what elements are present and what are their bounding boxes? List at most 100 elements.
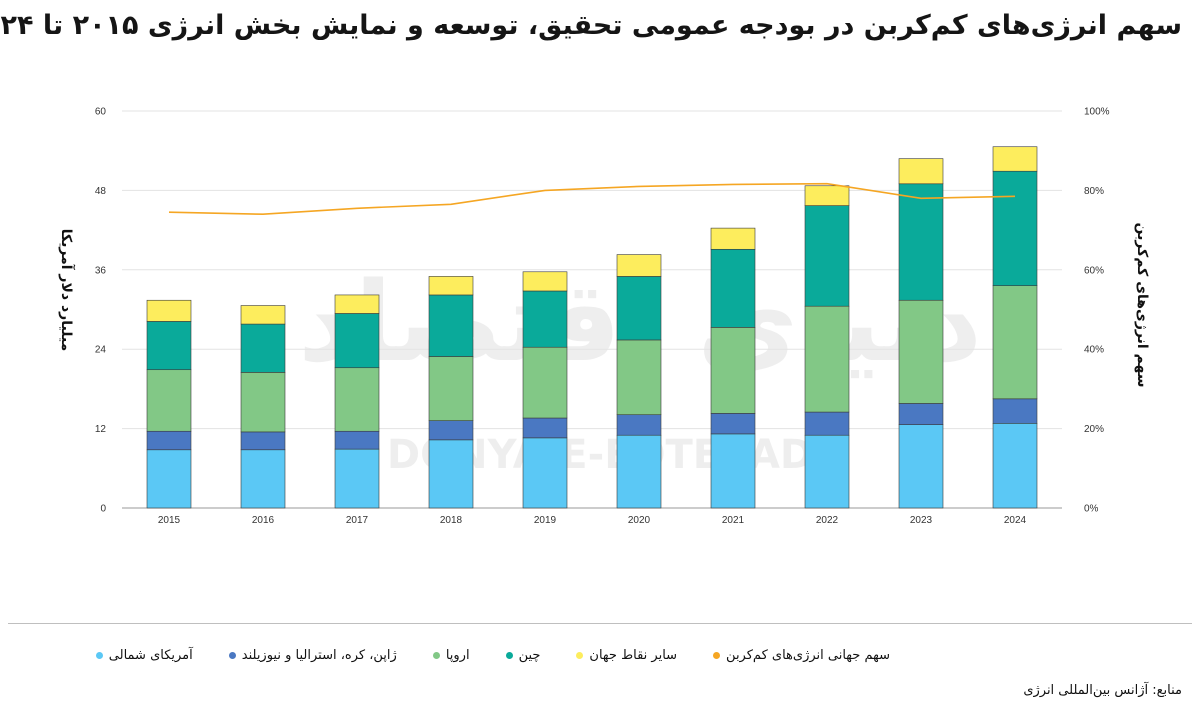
bar-segment [898, 299, 944, 404]
legend-label: سهم جهانی انرژی‌های کم‌کربن [726, 648, 890, 663]
y-tick-label-right: 60% [1084, 265, 1104, 276]
x-tick-label: 2023 [910, 515, 933, 526]
bar-segment [240, 449, 286, 509]
bar-segment [898, 424, 944, 509]
bar-segment [334, 294, 380, 314]
bar-segment [240, 323, 286, 373]
bar-segment [522, 346, 568, 419]
bar-segment [710, 413, 756, 435]
axes: 0 0% 12 20% 24 40% 36 60% 48 80% 60 100% 2015 2016 201… [95, 107, 1110, 527]
bar-segment [898, 158, 944, 185]
y-tick-label-left: 36 [95, 265, 107, 276]
y-axis-title-left: میلیارد دلار آمریکا [58, 229, 76, 352]
bar-segment [992, 285, 1038, 400]
bar-segment [146, 321, 192, 371]
bar-segment [710, 327, 756, 414]
x-tick-label: 2022 [816, 515, 839, 526]
bar-segment [428, 276, 474, 296]
share-line [168, 182, 1016, 216]
legend-dot-icon [713, 652, 721, 659]
legend-dot-icon [576, 652, 584, 659]
x-tick-label: 2017 [346, 515, 369, 526]
legend: سهم جهانی انرژی‌های کم‌کربن سایر نقاط جها… [95, 648, 890, 663]
bar-segment [146, 430, 192, 451]
x-tick-label: 2015 [158, 515, 181, 526]
legend-item: چین [505, 648, 541, 663]
bar-segment [334, 313, 380, 369]
x-tick-label: 2020 [628, 515, 651, 526]
bar-segment [710, 248, 756, 328]
x-tick-label: 2016 [252, 515, 275, 526]
legend-label: آمریکای شمالی [108, 648, 193, 663]
bar-segment [804, 185, 850, 206]
bar-segment [992, 423, 1038, 509]
legend-label: ژاپن، کره، استرالیا و نیوزیلند [241, 648, 397, 663]
x-tick-label: 2021 [722, 515, 745, 526]
share-line-path [168, 182, 1016, 216]
bar-segment [804, 434, 850, 509]
bar-segment [428, 420, 474, 441]
bar-segment [804, 305, 850, 413]
bar-segment [616, 434, 662, 509]
bar-segment [240, 305, 286, 325]
bar-segment [240, 372, 286, 433]
bar-segment [804, 205, 850, 307]
legend-dot-icon [432, 652, 440, 659]
y-tick-label-left: 0 [100, 504, 106, 515]
y-tick-label-right: 80% [1084, 186, 1104, 197]
y-tick-label-left: 48 [95, 186, 107, 197]
bar-segment [804, 411, 850, 436]
bar-segment [428, 439, 474, 509]
legend-item: ژاپن، کره، استرالیا و نیوزیلند [228, 648, 397, 663]
bar-segment [522, 437, 568, 509]
legend-item: آمریکای شمالی [95, 648, 193, 663]
bar-segment [616, 254, 662, 277]
source-note: منابع: آژانس بین‌المللی انرژی [1023, 683, 1182, 698]
legend-item: سهم جهانی انرژی‌های کم‌کربن [713, 648, 890, 663]
legend-label: چین [518, 648, 541, 663]
legend-label: سایر نقاط جهان [589, 648, 678, 663]
bar-segment [898, 403, 944, 425]
bars [146, 146, 1038, 509]
y-tick-label-left: 24 [95, 345, 107, 356]
y-tick-label-right: 20% [1084, 424, 1104, 435]
bar-segment [428, 356, 474, 421]
bar-segment [428, 294, 474, 357]
divider [8, 623, 1192, 624]
legend-item: اروپا [432, 648, 470, 663]
bar-segment [522, 290, 568, 348]
bar-segment [710, 227, 756, 250]
bar-segment [616, 414, 662, 436]
bar-segment [334, 430, 380, 450]
bar-segment [522, 417, 568, 439]
bar-segment [334, 448, 380, 509]
bar-segment [992, 146, 1038, 172]
legend-dot-icon [228, 652, 236, 659]
bar-segment [146, 449, 192, 509]
bar-segment [992, 170, 1038, 286]
y-axis-title-right: سهم انرژی‌های کم‌کربن [1134, 222, 1150, 387]
x-tick-label: 2018 [440, 515, 463, 526]
bar-segment [334, 367, 380, 432]
y-tick-label-right: 40% [1084, 345, 1104, 356]
legend-item: سایر نقاط جهان [576, 648, 677, 663]
chart-title: سهم انرژی‌های کم‌کربن در بودجه عمومی تحق… [0, 10, 1182, 41]
x-tick-label: 2024 [1004, 515, 1027, 526]
bar-segment [616, 339, 662, 416]
y-tick-label-left: 60 [95, 107, 107, 118]
bar-segment [710, 433, 756, 509]
bar-segment [992, 398, 1038, 424]
bar-segment [616, 276, 662, 341]
legend-label: اروپا [445, 648, 470, 663]
bar-segment [146, 299, 192, 322]
legend-dot-icon [95, 652, 103, 659]
x-tick-label: 2019 [534, 515, 557, 526]
bar-segment [522, 271, 568, 292]
legend-dot-icon [505, 652, 513, 659]
y-tick-label-left: 12 [95, 424, 107, 435]
y-tick-label-right: 0% [1084, 504, 1099, 515]
bar-segment [898, 183, 944, 301]
bar-segment [240, 431, 286, 451]
y-tick-label-right: 100% [1084, 107, 1110, 118]
